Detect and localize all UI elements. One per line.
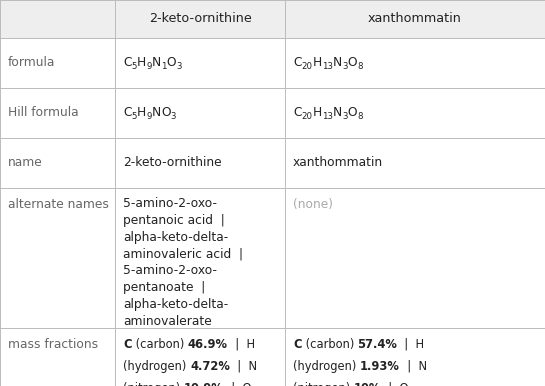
Bar	[115, 0, 285, 38]
Text: xanthommatin: xanthommatin	[293, 156, 383, 169]
Text: O: O	[166, 56, 176, 69]
Text: N: N	[333, 107, 342, 120]
Text: 13: 13	[322, 112, 333, 121]
Text: O: O	[348, 56, 357, 69]
Text: |  N: | N	[400, 360, 427, 373]
Text: H: H	[312, 107, 322, 120]
Text: 2-keto-ornithine: 2-keto-ornithine	[149, 12, 251, 25]
Text: 3: 3	[342, 112, 348, 121]
Text: (hydrogen): (hydrogen)	[293, 360, 360, 373]
Text: N: N	[152, 107, 161, 120]
Text: C: C	[293, 56, 301, 69]
Text: 4.72%: 4.72%	[190, 360, 230, 373]
Text: 3: 3	[171, 112, 176, 121]
Text: 9: 9	[146, 62, 152, 71]
Text: 2-keto-ornithine: 2-keto-ornithine	[123, 156, 222, 169]
Text: name: name	[8, 156, 43, 169]
Text: |  H: | H	[227, 338, 255, 351]
Text: O: O	[161, 107, 171, 120]
Text: C: C	[123, 338, 131, 351]
Text: (carbon): (carbon)	[131, 338, 187, 351]
Text: formula: formula	[8, 56, 56, 69]
Text: |  O: | O	[223, 382, 251, 386]
Text: (none): (none)	[293, 198, 333, 211]
Text: C: C	[123, 107, 131, 120]
Text: mass fractions: mass fractions	[8, 338, 98, 351]
Text: C: C	[123, 56, 131, 69]
Text: 8: 8	[357, 112, 362, 121]
Text: N: N	[333, 56, 342, 69]
Text: 57.4%: 57.4%	[358, 338, 397, 351]
Text: 3: 3	[176, 62, 181, 71]
Text: N: N	[152, 56, 161, 69]
Text: 10.9%: 10.9%	[184, 382, 223, 386]
Text: 3: 3	[342, 62, 348, 71]
Bar	[0, 0, 115, 38]
Text: 1.93%: 1.93%	[360, 360, 400, 373]
Text: |  N: | N	[230, 360, 257, 373]
Text: (nitrogen): (nitrogen)	[123, 382, 184, 386]
Text: |  O: | O	[382, 382, 409, 386]
Text: 10%: 10%	[354, 382, 381, 386]
Bar	[285, 0, 545, 38]
Text: H: H	[312, 56, 322, 69]
Text: 13: 13	[322, 62, 333, 71]
Text: |  H: | H	[397, 338, 425, 351]
Text: 20: 20	[301, 112, 312, 121]
Text: H: H	[137, 56, 146, 69]
Text: xanthommatin: xanthommatin	[368, 12, 462, 25]
Text: (nitrogen): (nitrogen)	[293, 382, 354, 386]
Text: 20: 20	[301, 62, 312, 71]
Text: 9: 9	[146, 112, 152, 121]
Text: C: C	[293, 107, 301, 120]
Text: 46.9%: 46.9%	[187, 338, 227, 351]
Text: (carbon): (carbon)	[301, 338, 358, 351]
Text: 1: 1	[161, 62, 166, 71]
Text: 8: 8	[357, 62, 362, 71]
Text: Hill formula: Hill formula	[8, 107, 78, 120]
Text: alternate names: alternate names	[8, 198, 109, 211]
Text: 5-amino-2-oxo-
pentanoic acid  |
alpha-keto-delta-
aminovaleric acid  |
5-amino-: 5-amino-2-oxo- pentanoic acid | alpha-ke…	[123, 197, 243, 328]
Text: (hydrogen): (hydrogen)	[123, 360, 190, 373]
Text: 5: 5	[131, 112, 137, 121]
Text: H: H	[137, 107, 146, 120]
Text: 5: 5	[131, 62, 137, 71]
Text: O: O	[348, 107, 357, 120]
Text: C: C	[293, 338, 301, 351]
